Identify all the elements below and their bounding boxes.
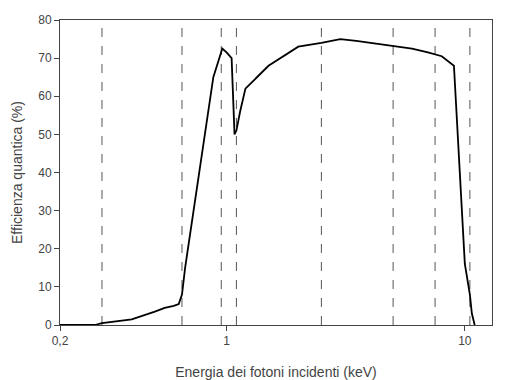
svg-text:1: 1 [223,334,230,348]
svg-text:50: 50 [38,128,52,142]
svg-text:Efficienza quantica (%): Efficienza quantica (%) [9,101,25,244]
svg-text:Energia dei fotoni incidenti (: Energia dei fotoni incidenti (keV) [175,364,377,380]
svg-text:0,2: 0,2 [52,334,69,348]
svg-text:0: 0 [45,318,52,332]
svg-text:20: 20 [38,242,52,256]
svg-text:10: 10 [38,280,52,294]
svg-text:80: 80 [38,13,52,27]
svg-text:10: 10 [458,334,472,348]
svg-text:30: 30 [38,204,52,218]
svg-text:70: 70 [38,51,52,65]
svg-text:40: 40 [38,166,52,180]
svg-text:60: 60 [38,89,52,103]
